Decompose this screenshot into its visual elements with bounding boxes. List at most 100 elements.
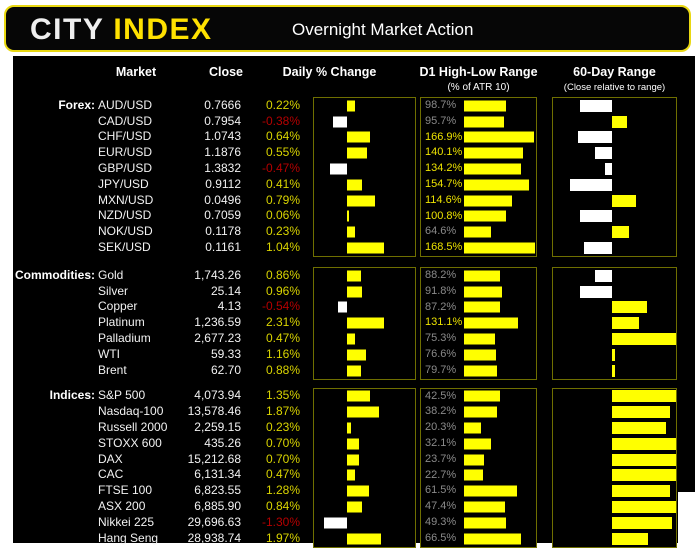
atr-range-bar-row: 140.1% <box>421 145 536 161</box>
close-value: 6,131.34 <box>194 467 241 482</box>
daily-change-value: 0.41% <box>265 176 300 191</box>
atr-range-value: 168.5% <box>425 241 463 254</box>
column-header-60day-range: 60-Day Range <box>573 65 656 79</box>
daily-change-bar <box>347 406 380 418</box>
atr-range-bar-row: 88.2% <box>421 268 536 284</box>
daily-change-bar-row <box>314 404 415 420</box>
close-value: 1.3832 <box>204 161 241 176</box>
daily-change-bar <box>347 390 371 402</box>
daily-change-bar <box>347 485 370 497</box>
range60-bar <box>580 99 612 112</box>
column-subheader-atr: (% of ATR 10) <box>447 82 510 93</box>
daily-change-bar <box>347 286 363 298</box>
range60-bar-row <box>553 193 676 209</box>
range60-bar <box>612 453 676 466</box>
atr-range-bar <box>464 406 497 418</box>
close-value: 6,823.55 <box>194 483 241 498</box>
range60-bar <box>612 194 637 207</box>
daily-change-bar-row <box>314 98 415 114</box>
table-row: Forex: AUD/USD 0.7666 0.22% <box>13 97 302 113</box>
atr-range-value: 79.7% <box>425 363 457 376</box>
close-value: 2,259.15 <box>194 420 241 435</box>
daily-change-bar <box>347 501 362 513</box>
range60-bar-row <box>553 420 676 436</box>
column-header-daily-change: Daily % Change <box>282 65 377 79</box>
daily-change-bar <box>347 469 356 481</box>
daily-change-bar-row <box>314 347 415 363</box>
atr-range-value: 66.5% <box>425 531 457 544</box>
close-value: 0.0496 <box>204 192 241 207</box>
range60-bar-row <box>553 499 676 515</box>
atr-range-bar <box>464 242 535 254</box>
atr-range-bar-row: 20.3% <box>421 420 536 436</box>
market-name: ASX 200 <box>98 499 146 514</box>
atr-range-bar <box>464 301 500 313</box>
market-name: Silver <box>98 283 129 298</box>
atr-range-value: 22.7% <box>425 468 457 481</box>
range60-bar <box>612 422 666 435</box>
range60-bar-row <box>553 468 676 484</box>
market-name: JPY/USD <box>98 176 149 191</box>
daily-change-bar <box>338 301 347 313</box>
column-header-atr-range: D1 High-Low Range <box>419 65 538 79</box>
close-value: 0.1161 <box>205 240 241 255</box>
daily-change-bar <box>347 533 382 545</box>
atr-range-value: 20.3% <box>425 421 457 434</box>
atr-range-bar-row: 61.5% <box>421 483 536 499</box>
range60-bar-row <box>553 315 676 331</box>
atr-range-value: 87.2% <box>425 300 457 313</box>
market-name: SEK/USD <box>98 240 151 255</box>
table-row: CAC 6,131.34 0.47% <box>13 467 302 483</box>
atr-range-bar <box>464 179 530 191</box>
atr-range-bar-row: 42.5% <box>421 389 536 405</box>
market-name: Nikkei 225 <box>98 514 155 529</box>
atr-range-bar <box>464 163 521 175</box>
atr-range-value: 32.1% <box>425 436 457 449</box>
close-value: 1,236.59 <box>194 315 241 330</box>
daily-change-value: 0.88% <box>265 362 300 377</box>
table-row: NZD/USD 0.7059 0.06% <box>13 208 302 224</box>
daily-change-bar <box>330 163 347 175</box>
daily-change-bar <box>347 195 376 207</box>
daily-change-bar-row <box>314 300 415 316</box>
atr-range-bar <box>464 210 507 222</box>
market-name: Nasdaq-100 <box>98 404 164 419</box>
daily-change-value: 0.79% <box>265 192 300 207</box>
daily-change-bar-row <box>314 130 415 146</box>
daily-change-bar-row <box>314 331 415 347</box>
range60-bar-row <box>553 436 676 452</box>
range60-bar <box>612 317 639 330</box>
atr-range-value: 49.3% <box>425 515 457 528</box>
range60-bar <box>594 147 612 160</box>
range60-bar <box>612 501 676 514</box>
range60-bar-row <box>553 209 676 225</box>
daily-change-bar <box>347 100 355 112</box>
range60-bar-row <box>553 145 676 161</box>
table-row: Hang Seng 28,938.74 1.97% <box>13 530 302 546</box>
atr-range-bar <box>464 533 521 545</box>
close-value: 62.70 <box>210 362 241 377</box>
daily-change-panel <box>313 266 416 380</box>
table-row: JPY/USD 0.9112 0.41% <box>13 176 302 192</box>
daily-change-bar-row <box>314 268 415 284</box>
table-row: Russell 2000 2,259.15 0.23% <box>13 419 302 435</box>
dashboard: Market Close Daily % Change D1 High-Low … <box>13 56 695 548</box>
close-value: 15,212.68 <box>187 451 241 466</box>
range60-panel <box>552 97 677 257</box>
daily-change-value: 0.55% <box>265 145 300 160</box>
header-bar: CITY INDEX Overnight Market Action <box>4 5 691 52</box>
range60-bar-row <box>553 452 676 468</box>
atr-range-bar-row: 91.8% <box>421 284 536 300</box>
table-row: CHF/USD 1.0743 0.64% <box>13 129 302 145</box>
daily-change-bar-row <box>314 499 415 515</box>
close-value: 25.14 <box>210 283 241 298</box>
range60-bar-row <box>553 404 676 420</box>
range60-bar-row <box>553 483 676 499</box>
close-value: 1,743.26 <box>194 267 241 282</box>
daily-change-bar-row <box>314 420 415 436</box>
atr-range-value: 47.4% <box>425 500 457 513</box>
city-index-logo: CITY INDEX <box>30 13 213 47</box>
atr-range-bar-row: 79.7% <box>421 363 536 379</box>
table-row: Nikkei 225 29,696.63 -1.30% <box>13 514 302 530</box>
range60-bar <box>612 333 676 346</box>
